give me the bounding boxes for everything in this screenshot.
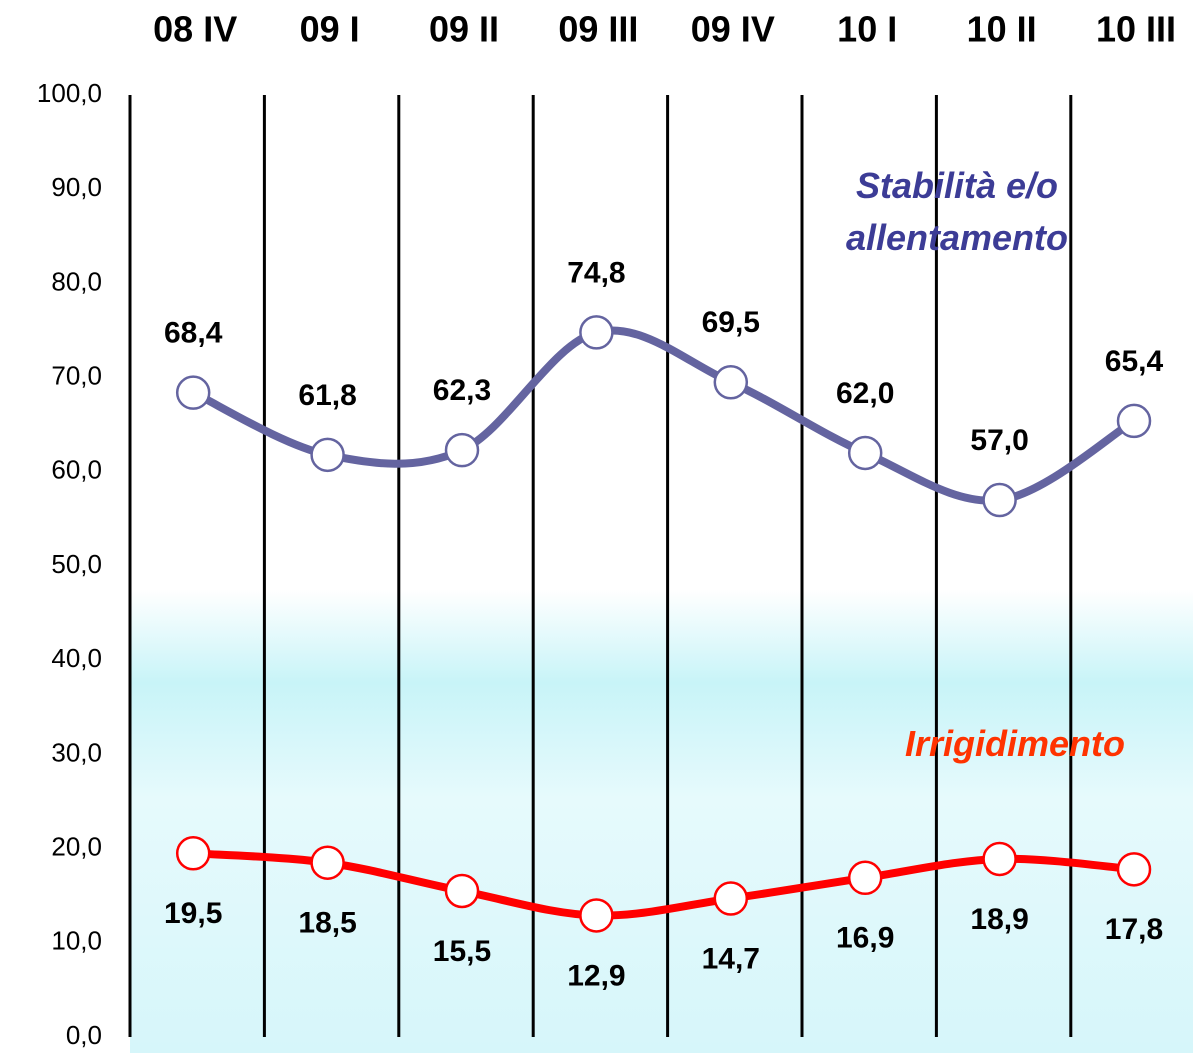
y-tick-label: 100,0 (37, 78, 102, 108)
x-tick-label: 10 I (837, 9, 897, 50)
y-tick-label: 0,0 (66, 1020, 102, 1050)
x-tick-label: 10 II (967, 9, 1037, 50)
data-label: 62,3 (433, 374, 491, 407)
marker (713, 881, 749, 916)
data-label: 15,5 (433, 935, 491, 968)
series-label: Stabilità e/o allentamento (845, 165, 1069, 258)
data-label: 19,5 (164, 897, 222, 930)
data-label: 61,8 (298, 379, 356, 412)
data-label: 17,8 (1105, 913, 1163, 946)
marker (579, 315, 614, 350)
x-tick-label: 10 III (1096, 9, 1176, 50)
marker (444, 873, 480, 909)
y-tick-label: 30,0 (51, 737, 102, 767)
x-tick-label: 09 II (429, 9, 499, 50)
marker (847, 435, 883, 471)
y-tick-label: 10,0 (51, 926, 102, 956)
data-label: 18,5 (298, 907, 356, 940)
data-label: 14,7 (702, 942, 760, 975)
data-label: 16,9 (836, 922, 894, 955)
marker (982, 482, 1017, 518)
data-label: 65,4 (1105, 345, 1164, 378)
data-label: 62,0 (836, 377, 894, 410)
y-tick-label: 40,0 (51, 643, 102, 673)
y-tick-label: 90,0 (51, 172, 102, 202)
marker (579, 898, 614, 933)
data-label: 57,0 (970, 424, 1028, 457)
marker (444, 432, 480, 468)
data-label: 68,4 (164, 317, 223, 350)
marker (175, 836, 211, 871)
marker (847, 860, 883, 896)
marker (175, 375, 211, 410)
y-tick-label: 60,0 (51, 455, 102, 485)
marker (310, 845, 345, 880)
data-label: 12,9 (567, 959, 625, 992)
x-tick-label: 09 IV (691, 9, 775, 50)
x-tick-label: 09 III (558, 9, 638, 50)
marker (713, 365, 749, 400)
y-tick-label: 70,0 (51, 360, 102, 390)
data-label: 18,9 (970, 903, 1028, 936)
data-label: 69,5 (702, 306, 760, 339)
series-line (191, 326, 1137, 505)
marker (982, 841, 1017, 877)
y-tick-label: 50,0 (51, 549, 102, 579)
x-tick-label: 09 I (300, 9, 360, 50)
marker (310, 437, 345, 473)
data-label: 74,8 (567, 256, 625, 289)
background-band (130, 590, 1193, 1053)
y-tick-label: 80,0 (51, 266, 102, 296)
series-label: Irrigidimento (904, 723, 1125, 764)
y-tick-label: 20,0 (51, 831, 102, 861)
marker (1116, 403, 1152, 439)
marker (1116, 852, 1152, 887)
x-tick-label: 08 IV (153, 9, 237, 50)
